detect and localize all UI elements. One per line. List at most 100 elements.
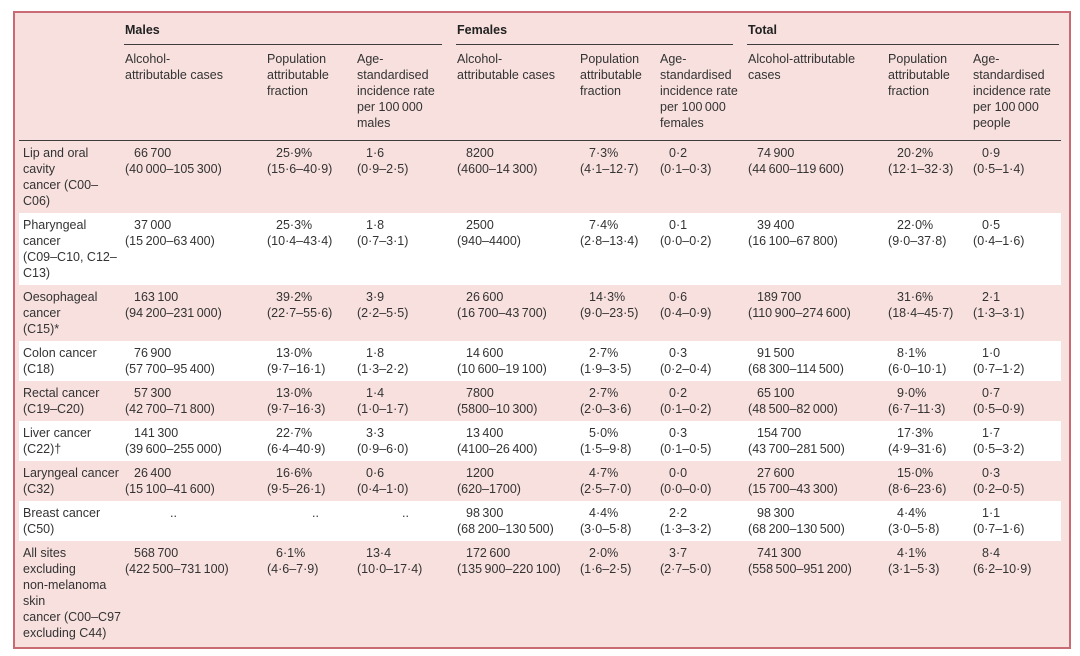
cell-uncertainty-interval: (9·5–26·1) [267, 482, 326, 496]
data-cell: 2·7% (2·0–3·6) [579, 381, 659, 421]
data-cell: 57 300 (42 700–71 800) [124, 381, 266, 421]
data-cell: 4·4% (3·0–5·8) [887, 501, 972, 541]
data-cell: 25·3% (10·4–43·4) [266, 213, 356, 285]
data-cell: 13·4 (10·0–17·4) [356, 541, 456, 645]
cell-uncertainty-interval: (6·0–10·1) [888, 362, 947, 376]
data-cell: 98 300 (68 200–130 500) [747, 501, 887, 541]
cell-uncertainty-interval: (940–4400) [457, 234, 521, 248]
cell-value: 1·6 [366, 146, 385, 160]
cell-uncertainty-interval: (10 600–19 100) [457, 362, 547, 376]
cell-uncertainty-interval: (1·3–3·1) [973, 306, 1025, 320]
data-cell: 172 600 (135 900–220 100) [456, 541, 579, 645]
cell-uncertainty-interval: (0·5–1·4) [973, 162, 1025, 176]
cell-value: 1200 [466, 466, 494, 480]
data-cell: 189 700 (110 900–274 600) [747, 285, 887, 341]
cell-uncertainty-interval: (3·1–5·3) [888, 562, 940, 576]
cell-value: 6·1% [276, 546, 306, 560]
cell-value: 1·1 [982, 506, 1001, 520]
cell-uncertainty-interval: (4600–14 300) [457, 162, 538, 176]
cell-uncertainty-interval: (44 600–119 600) [748, 162, 844, 176]
cell-value: 0·3 [669, 426, 688, 440]
cell-uncertainty-interval: (0·5–0·9) [973, 402, 1025, 416]
data-cell: 0·6 (0·4–0·9) [659, 285, 747, 341]
cell-uncertainty-interval: (135 900–220 100) [457, 562, 561, 576]
cell-value: 163 100 [134, 290, 179, 304]
data-cell: 4·1% (3·1–5·3) [887, 541, 972, 645]
data-cell: 22·0% (9·0–37·8) [887, 213, 972, 285]
cell-value: 98 300 [757, 506, 795, 520]
cell-uncertainty-interval: (2·0–3·6) [580, 402, 632, 416]
data-cell: 1·6 (0·9–2·5) [356, 141, 456, 214]
group-label-males: Males [124, 22, 443, 45]
cell-value: .. [312, 506, 319, 520]
cell-value: 2·7% [589, 386, 619, 400]
cell-uncertainty-interval: (15 200–63 400) [125, 234, 215, 248]
cell-value: 0·2 [669, 386, 688, 400]
cell-uncertainty-interval: (0·2–0·4) [660, 362, 712, 376]
data-cell: 26 600 (16 700–43 700) [456, 285, 579, 341]
cell-uncertainty-interval: (16 100–67 800) [748, 234, 838, 248]
cell-value: 57 300 [134, 386, 172, 400]
cell-uncertainty-interval: (4·6–7·9) [267, 562, 319, 576]
cell-uncertainty-interval: (10·0–17·4) [357, 562, 423, 576]
cell-value: 13·0% [276, 346, 313, 360]
col-header-males-cases: Alcohol- attributable cases [124, 45, 266, 141]
cell-value: 2·1 [982, 290, 1001, 304]
cell-uncertainty-interval: (43 700–281 500) [748, 442, 845, 456]
group-header-females: Females [456, 13, 747, 45]
table-frame: Males Females Total Alcohol- attributabl… [13, 11, 1071, 649]
cell-value: 0·6 [669, 290, 688, 304]
data-cell: 3·9 (2·2–5·5) [356, 285, 456, 341]
cell-uncertainty-interval: (0·7–3·1) [357, 234, 409, 248]
group-label-total: Total [747, 22, 1060, 45]
cell-value: 39 400 [757, 218, 795, 232]
group-header-males: Males [124, 13, 456, 45]
data-cell: 22·7% (6·4–40·9) [266, 421, 356, 461]
cell-value: 2500 [466, 218, 494, 232]
cell-uncertainty-interval: (9·0–23·5) [580, 306, 639, 320]
cell-value: 0·3 [982, 466, 1001, 480]
cell-uncertainty-interval: (16 700–43 700) [457, 306, 547, 320]
table-row: Liver cancer (C22)† 141 300 (39 600–255 00… [19, 421, 1062, 461]
row-label: Rectal cancer (C19–C20) [23, 386, 100, 416]
cell-uncertainty-interval: (4100–26 400) [457, 442, 538, 456]
cell-value: 2·2 [669, 506, 688, 520]
data-cell: 0·2 (0·1–0·2) [659, 381, 747, 421]
data-cell: 25·9% (15·6–40·9) [266, 141, 356, 214]
cell-uncertainty-interval: (9·0–37·8) [888, 234, 947, 248]
cell-uncertainty-interval: (40 000–105 300) [125, 162, 222, 176]
row-label: Colon cancer (C18) [23, 346, 97, 376]
cell-value: 1·8 [366, 218, 385, 232]
cell-uncertainty-interval: (0·1–0·3) [660, 162, 712, 176]
column-group-row: Males Females Total [19, 13, 1061, 45]
cell-uncertainty-interval: (0·9–6·0) [357, 442, 409, 456]
data-cell: 2·0% (1·6–2·5) [579, 541, 659, 645]
table-row: Rectal cancer (C19–C20) 57 300 (42 700–71 … [19, 381, 1061, 421]
data-cell: .. [266, 501, 356, 541]
cell-value: 25·9% [276, 146, 313, 160]
cell-value: 7·3% [589, 146, 619, 160]
table-row: Colon cancer (C18) 76 900 (57 700–95 400) 1… [19, 341, 1062, 381]
data-cell: 14 600 (10 600–19 100) [456, 341, 579, 381]
col-header-females-paf: Population attributable fraction [579, 45, 660, 141]
table-body: Lip and oral cavity cancer (C00–C06) 66 7… [19, 141, 1062, 646]
data-cell: 1200 (620–1700) [456, 461, 579, 501]
cell-value: 14 600 [466, 346, 504, 360]
cell-uncertainty-interval: (6·7–11·3) [888, 402, 946, 416]
cell-value: 31·6% [897, 290, 934, 304]
cell-value: 1·0 [982, 346, 1001, 360]
cell-uncertainty-interval: (1·0–1·7) [357, 402, 409, 416]
cell-value: 3·7 [669, 546, 688, 560]
cell-value: 172 600 [466, 546, 511, 560]
cell-value: 0·5 [982, 218, 1001, 232]
cell-value: 0·7 [982, 386, 1001, 400]
cell-uncertainty-interval: (3·0–5·8) [888, 522, 940, 536]
cell-value: .. [170, 506, 177, 520]
data-cell: 2·1 (1·3–3·1) [972, 285, 1061, 341]
cell-uncertainty-interval: (4·1–12·7) [580, 162, 639, 176]
cell-uncertainty-interval: (0·4–0·9) [660, 306, 712, 320]
data-cell: 568 700 (422 500–731 100) [124, 541, 266, 645]
data-cell: 1·8 (0·7–3·1) [356, 213, 456, 285]
cell-uncertainty-interval: (1·6–2·5) [580, 562, 632, 576]
cell-value: 9·0% [897, 386, 927, 400]
